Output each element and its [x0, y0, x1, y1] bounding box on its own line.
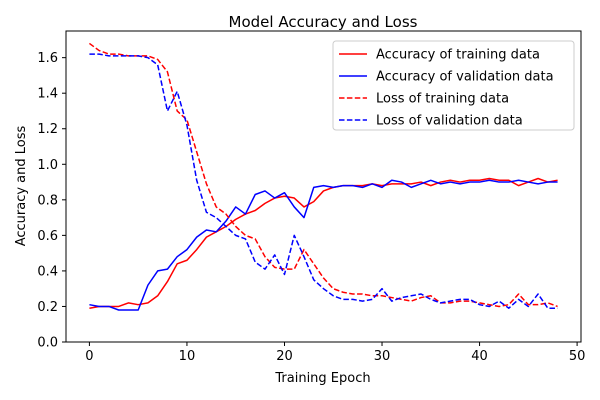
chart-title: Model Accuracy and Loss	[229, 13, 418, 31]
x-tick-label: 10	[179, 349, 196, 364]
y-axis-label: Accuracy and Loss	[14, 125, 29, 246]
y-tick-label: 1.2	[37, 122, 58, 137]
y-tick-label: 1.4	[37, 87, 58, 102]
y-tick-label: 1.6	[37, 51, 58, 66]
y-tick-label: 0.4	[37, 264, 58, 279]
legend-label: Loss of validation data	[376, 114, 523, 129]
series-layer	[88, 42, 558, 311]
x-tick-label: 0	[85, 349, 93, 364]
y-tick-label: 0.6	[37, 229, 58, 244]
y-axis: 0.0 0.2 0.4 0.6 0.8 1.0 1.2 1.4 1.6	[37, 51, 66, 351]
series-line-2	[89, 179, 558, 311]
x-tick-label: 50	[569, 349, 586, 364]
series-line-4	[89, 53, 558, 309]
legend: Accuracy of training data Accuracy of val…	[332, 40, 575, 131]
y-tick-label: 0.2	[37, 300, 58, 315]
x-tick-label: 30	[374, 349, 391, 364]
legend-label: Loss of training data	[376, 92, 509, 107]
y-tick-label: 0.0	[37, 336, 58, 351]
plot-frame	[65, 30, 582, 343]
legend-label: Accuracy of training data	[376, 48, 540, 63]
x-axis-label: Training Epoch	[274, 371, 370, 386]
x-axis: 0 10 20 30 40 50	[85, 342, 585, 364]
y-tick-label: 0.8	[37, 193, 58, 208]
series-line-3	[88, 42, 558, 308]
x-tick-label: 40	[471, 349, 488, 364]
series-line-1	[89, 177, 558, 309]
y-tick-label: 1.0	[37, 158, 58, 173]
x-tick-label: 20	[276, 349, 293, 364]
legend-box	[332, 40, 575, 131]
legend-label: Accuracy of validation data	[376, 70, 554, 85]
